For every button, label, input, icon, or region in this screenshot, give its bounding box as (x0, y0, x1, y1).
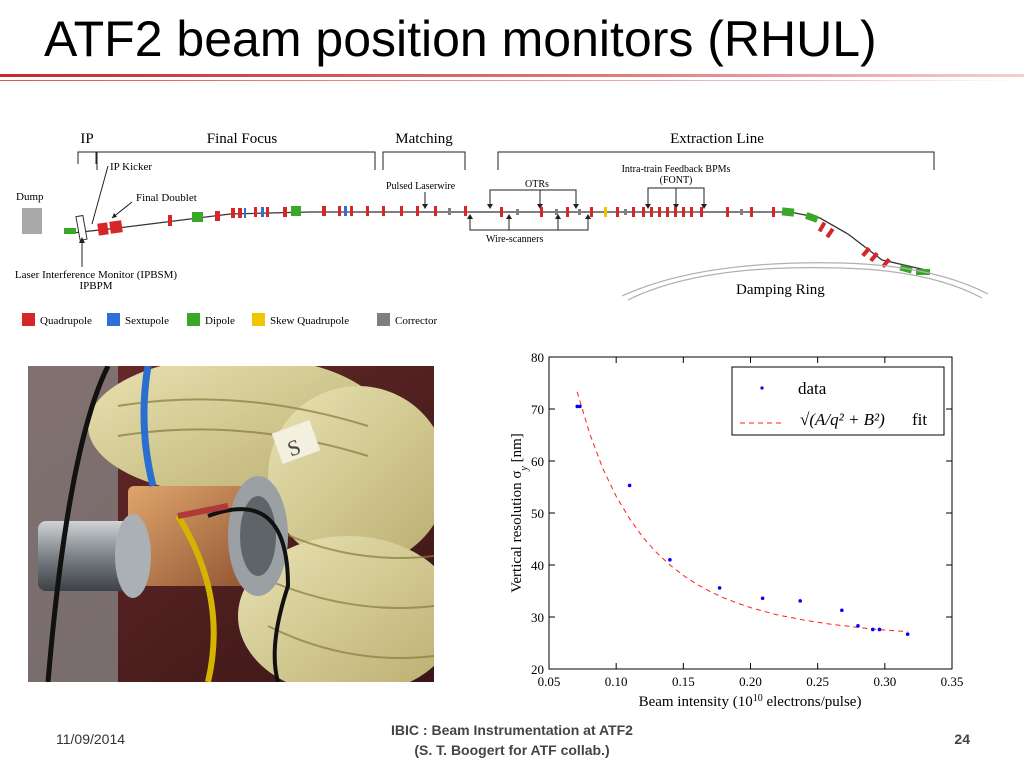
ipbpm-label: IPBPM (79, 280, 112, 292)
data-point (717, 586, 722, 590)
x-tick-label: 0.20 (739, 674, 762, 689)
data-point (870, 627, 875, 632)
data-point (856, 624, 860, 628)
y-tick-label: 80 (531, 350, 544, 365)
laserwire-arrowhead (422, 204, 428, 209)
slide-title: ATF2 beam position monitors (RHUL) (44, 11, 877, 67)
bracket-ip (77, 151, 97, 164)
fit-line-path (576, 391, 908, 633)
bracket-extraction (497, 151, 935, 170)
legend-dipole: Dipole (205, 315, 235, 327)
legend-fit-label: fit (912, 410, 927, 429)
data-point (575, 404, 580, 409)
final-focus-magnets (168, 206, 467, 226)
data-point (840, 608, 844, 613)
y-tick-label: 70 (531, 402, 544, 417)
title-underline (0, 74, 1024, 77)
data-point (760, 596, 765, 601)
legend-sextupole: Sextupole (125, 315, 169, 327)
wire-scanners-arrowheads (467, 214, 591, 219)
ip-kicker-pointer (91, 165, 109, 225)
x-tick-label: 0.15 (672, 674, 695, 689)
wire-scanners-bracket (469, 216, 589, 231)
damping-ring (621, 262, 989, 301)
pulsed-laserwire-label: Pulsed Laserwire (386, 181, 456, 192)
x-tick-label: 0.30 (873, 674, 896, 689)
x-tick-label: 0.05 (538, 674, 561, 689)
footer-date: 11/09/2014 (56, 731, 126, 747)
bracket-final-focus (96, 151, 376, 170)
otrs-bracket (489, 189, 577, 206)
y-tick-label: 50 (531, 506, 544, 521)
ipbsm-arrowhead (79, 237, 85, 243)
title-underline-thin (0, 80, 1024, 81)
wire-scanners-label: Wire-scanners (486, 234, 543, 245)
y-tick-label: 30 (531, 610, 544, 625)
legend-swatch-skew-quadrupole (252, 313, 265, 326)
beamline-diagram: IP Final Focus Matching Extraction Line … (15, 131, 989, 327)
footer-line-1: IBIC : Beam Instrumentation at ATF2 (391, 722, 633, 738)
data-point (798, 599, 803, 603)
legend-skew-quadrupole: Skew Quadrupole (270, 315, 349, 327)
dump-block (22, 208, 42, 234)
dump-label: Dump (16, 191, 44, 203)
data-point (627, 483, 632, 488)
data-point (578, 404, 582, 409)
legend-swatch-corrector (377, 313, 390, 326)
legend-corrector: Corrector (395, 315, 437, 327)
ipbsm-label: Laser Interference Monitor (IPBSM) (15, 269, 178, 281)
y-axis-label: Vertical resolution σy [nm] (509, 433, 530, 593)
final-doublet-label: Final Doublet (136, 192, 197, 204)
data-point (668, 558, 672, 562)
page-number: 24 (954, 731, 970, 747)
dipole-dump (64, 228, 76, 234)
damping-ring-label: Damping Ring (736, 282, 825, 298)
y-axis-ticks: 20 30 40 50 60 70 80 (531, 350, 952, 677)
x-axis-label: Beam intensity (1010 electrons/pulse) (639, 693, 862, 711)
otrs-arrowheads (487, 204, 579, 209)
legend-data-label: data (798, 379, 827, 398)
section-ip-label: IP (80, 131, 93, 147)
x-tick-label: 0.35 (941, 674, 964, 689)
extraction-line-magnets (500, 207, 930, 275)
footer-center: IBIC : Beam Instrumentation at ATF2 (S. … (300, 720, 724, 760)
section-brackets (77, 151, 935, 170)
otrs-label: OTRs (525, 179, 549, 190)
legend-quadrupole: Quadrupole (40, 315, 92, 327)
data-point (877, 627, 882, 632)
legend-swatch-dipole (187, 313, 200, 326)
legend-fit-math: √(A/q² + B²) (800, 410, 885, 429)
fit-curve (576, 391, 908, 633)
chart-legend: data √(A/q² + B²) fit (731, 366, 945, 436)
legend-data-marker (760, 386, 764, 390)
section-final-focus-label: Final Focus (207, 131, 278, 147)
ipbsm-box (75, 214, 88, 241)
feedback-bpms-label-2: (FONT) (660, 175, 693, 186)
y-tick-label: 40 (531, 558, 544, 573)
legend-swatch-quadrupole (22, 313, 35, 326)
y-tick-label: 60 (531, 454, 544, 469)
bracket-matching (382, 151, 466, 170)
section-extraction-label: Extraction Line (670, 131, 764, 147)
final-doublet-magnets (97, 220, 123, 236)
feedback-bpms-label-1: Intra-train Feedback BPMs (622, 164, 731, 175)
x-tick-label: 0.25 (806, 674, 829, 689)
final-doublet-arrowhead (112, 213, 117, 218)
x-tick-label: 0.10 (605, 674, 628, 689)
x-axis-ticks: 0.05 0.10 0.15 0.20 0.25 0.30 0.35 (538, 357, 964, 689)
data-points (575, 404, 910, 636)
footer-line-2: (S. T. Boogert for ATF collab.) (414, 742, 610, 758)
bpm-hardware-photo: S (28, 366, 434, 682)
diagram-legend: Quadrupole Sextupole Dipole Skew Quadrup… (22, 313, 437, 327)
section-matching-label: Matching (395, 131, 453, 147)
feedback-arrowheads (645, 204, 707, 209)
legend-swatch-sextupole (107, 313, 120, 326)
legend-box (731, 366, 945, 436)
resolution-chart: 0.05 0.10 0.15 0.20 0.25 0.30 0.35 20 30 40 50 60 7… (509, 350, 964, 711)
y-tick-label: 20 (531, 662, 544, 677)
feedback-bracket (647, 187, 705, 206)
ip-kicker-label: IP Kicker (110, 161, 152, 173)
data-point (905, 632, 910, 636)
